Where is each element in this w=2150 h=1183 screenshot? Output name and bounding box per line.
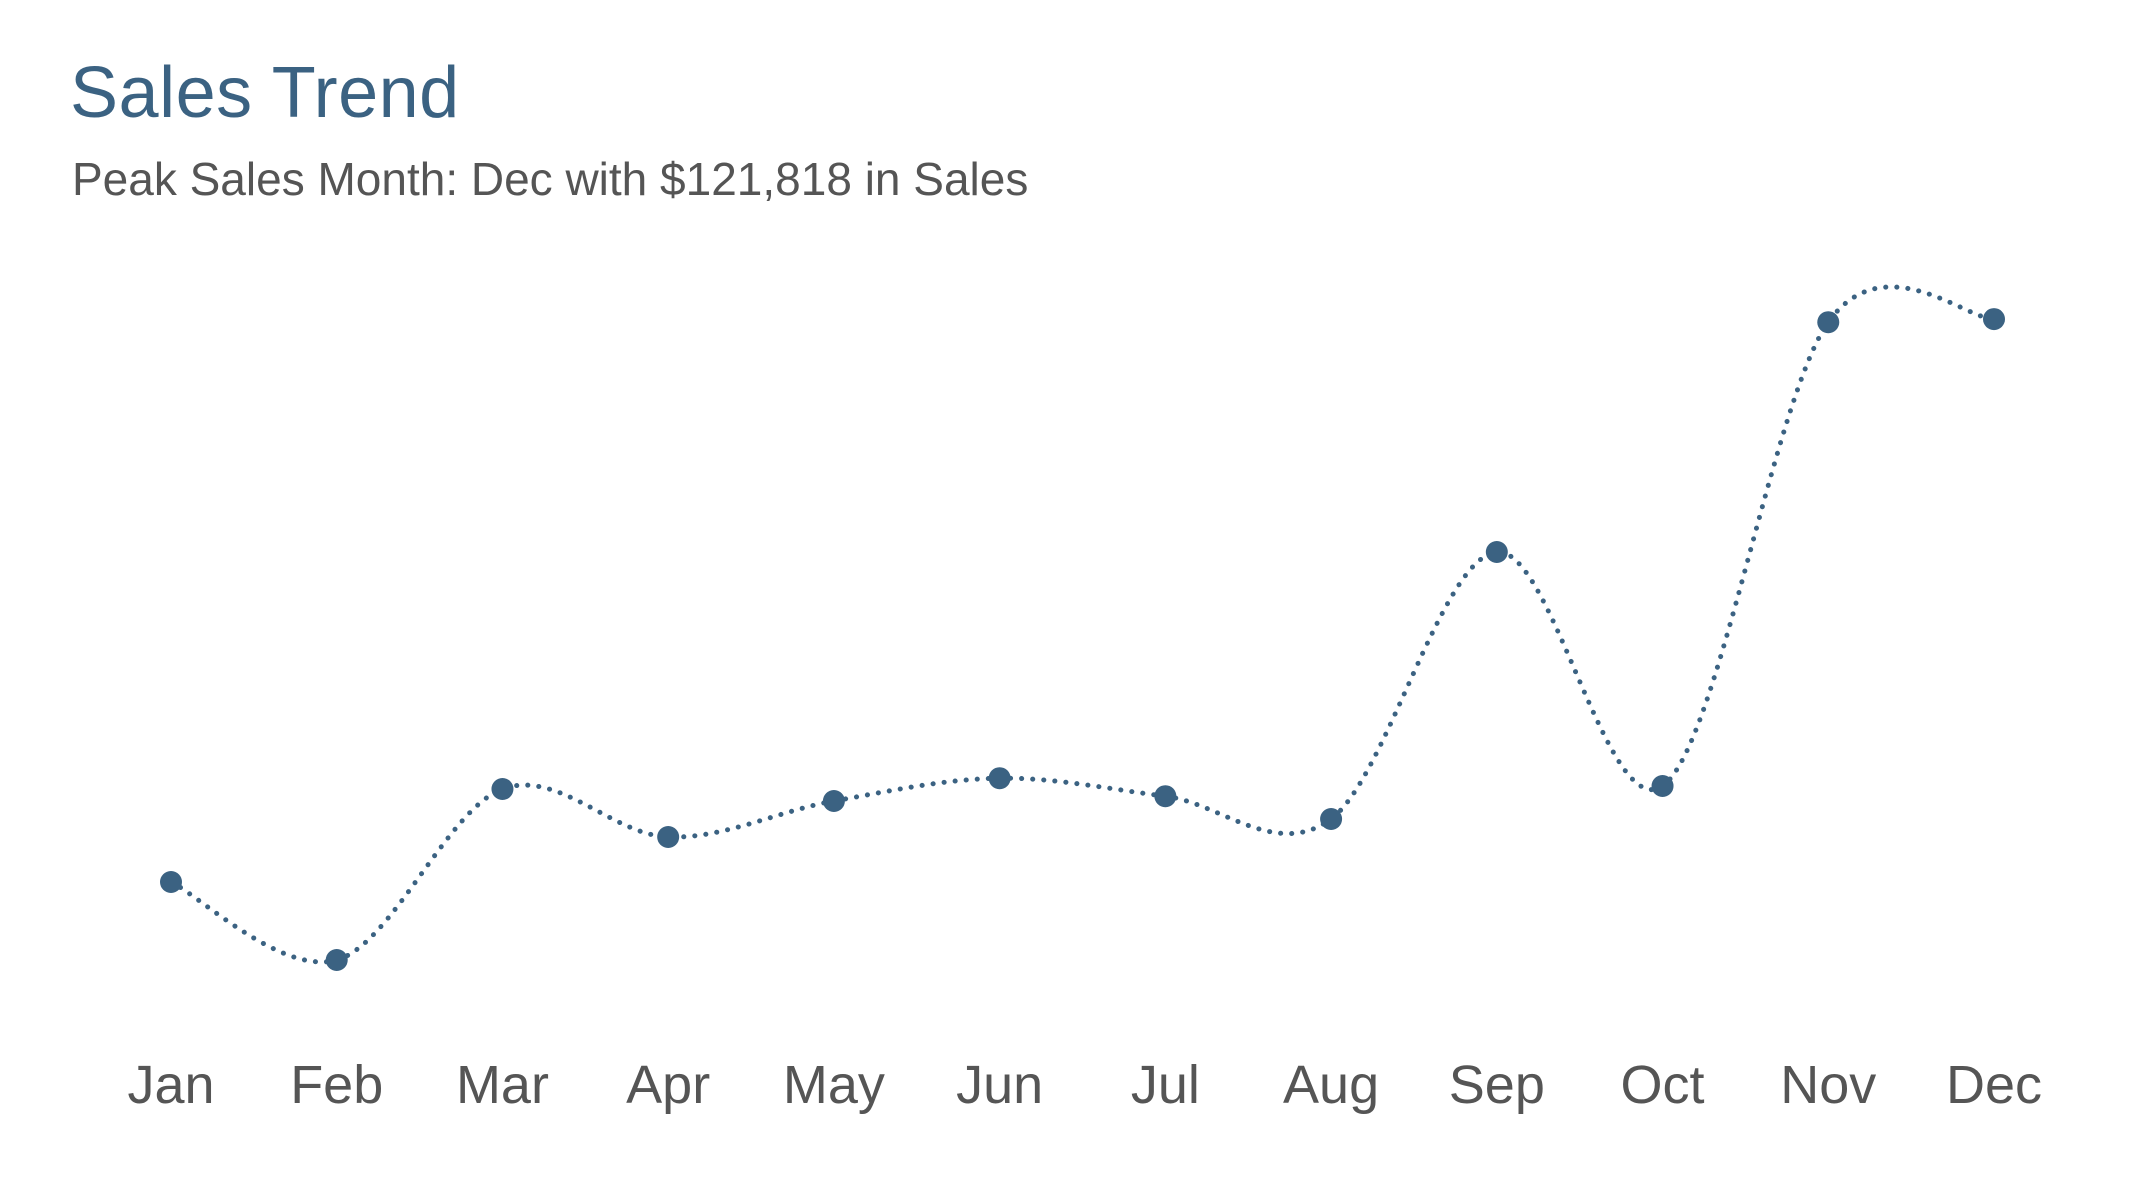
x-tick-label-apr: Apr [626, 1055, 710, 1115]
x-tick-label-feb: Feb [290, 1055, 383, 1115]
chart-subtitle: Peak Sales Month: Dec with $121,818 in S… [72, 153, 1029, 205]
data-point-apr [657, 826, 680, 848]
data-point-jul [1154, 785, 1177, 808]
x-tick-label-nov: Nov [1780, 1055, 1876, 1115]
marker-layer [160, 308, 2005, 971]
data-point-dec [1983, 308, 2005, 331]
data-point-feb [325, 949, 348, 971]
x-tick-label-mar: Mar [456, 1055, 549, 1115]
x-tick-label-jul: Jul [1131, 1055, 1200, 1115]
data-point-mar [491, 778, 514, 800]
x-tick-label-aug: Aug [1283, 1055, 1379, 1115]
series-line [168, 284, 1997, 965]
data-point-nov [1817, 311, 1840, 334]
data-point-jun [988, 767, 1011, 790]
x-axis: Jan Feb Mar Apr May Jun Jul Aug Sep Oct Nov Dec [127, 1055, 2042, 1115]
data-point-sep [1485, 541, 1508, 563]
data-point-jan [160, 871, 182, 893]
series-layer [168, 284, 1997, 965]
chart-title: Sales Trend [70, 53, 460, 133]
x-tick-label-sep: Sep [1449, 1055, 1545, 1115]
x-tick-label-jan: Jan [127, 1055, 214, 1115]
data-point-may [822, 790, 845, 812]
x-tick-label-may: May [783, 1055, 885, 1115]
x-tick-label-dec: Dec [1946, 1055, 2042, 1115]
x-tick-label-jun: Jun [956, 1055, 1043, 1115]
data-point-oct [1651, 775, 1674, 797]
data-point-aug [1320, 808, 1343, 830]
x-tick-label-oct: Oct [1621, 1055, 1705, 1115]
